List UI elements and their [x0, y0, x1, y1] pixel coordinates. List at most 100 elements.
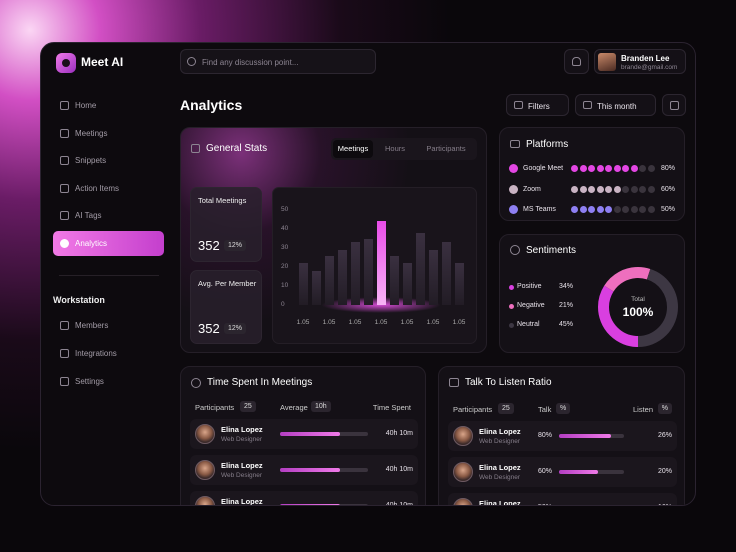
tab[interactable]: Participants — [426, 144, 466, 153]
column-header: Participants — [453, 405, 493, 414]
nav-label: Home — [75, 101, 97, 110]
progress-fill — [280, 468, 340, 472]
brand: Meet AI — [81, 55, 124, 69]
dot — [596, 185, 604, 193]
dot-meter — [571, 206, 657, 213]
donut-chart — [598, 267, 678, 347]
x-tick-label: 1.05 — [400, 319, 414, 326]
nav-item[interactable]: AI Tags — [53, 203, 164, 228]
x-tick-label: 1.05 — [296, 319, 310, 326]
bar — [311, 270, 321, 305]
person-role: Web Designer — [479, 474, 521, 481]
avatar — [195, 424, 215, 444]
person-name: Elina Lopez — [479, 499, 521, 506]
dot — [579, 165, 587, 172]
column-header: Average — [280, 403, 308, 412]
average-badge: 10h — [311, 401, 331, 412]
nav-item[interactable]: Meetings — [53, 121, 164, 146]
export-button[interactable] — [662, 94, 686, 116]
platforms-card: Platforms Google Meet 80% Zoom 60% MS Teams 50… — [499, 127, 685, 221]
progress-track — [280, 432, 368, 436]
nav-label[interactable]: Integrations — [75, 349, 117, 358]
person-name: Elina Lopez — [479, 427, 521, 436]
platform-value: 80% — [660, 165, 675, 172]
stat-value: 352 — [198, 321, 220, 336]
dot — [605, 165, 612, 172]
talk-track — [559, 434, 624, 438]
column-header: Talk — [538, 405, 552, 414]
dot — [639, 206, 646, 213]
legend-value: 34% — [559, 283, 574, 290]
avatar — [453, 498, 473, 505]
stat-value: 352 — [198, 238, 220, 253]
dot — [613, 206, 621, 213]
user-menu[interactable]: Branden Lee brande@gmail.com — [594, 49, 686, 74]
nav-label[interactable]: Settings — [75, 377, 104, 386]
bar — [298, 263, 308, 305]
avatar — [598, 53, 616, 71]
time-value: 40h 10m — [385, 430, 413, 437]
person-name: Elina Lopez — [221, 425, 263, 434]
nav-label: Snippets — [75, 156, 107, 165]
stat-box: Avg. Per Member 352 12% — [190, 270, 262, 344]
platform-icon — [509, 184, 518, 194]
nav-icon — [60, 156, 69, 165]
dot — [630, 185, 638, 193]
dot — [622, 165, 629, 172]
nav-icon — [60, 377, 69, 386]
dot — [596, 206, 604, 213]
x-tick-label: 1.05 — [426, 319, 440, 326]
nav-item[interactable]: Snippets — [53, 148, 164, 173]
dot — [605, 206, 612, 213]
nav-item[interactable]: Analytics — [53, 230, 164, 256]
period-button[interactable]: This month — [575, 94, 656, 116]
listen-value: 16% — [658, 504, 672, 505]
card-icon — [191, 378, 201, 388]
talk-fill — [559, 470, 598, 474]
notification-button[interactable] — [564, 49, 589, 74]
platform-icon — [509, 164, 518, 173]
tab[interactable]: Meetings — [333, 140, 373, 158]
nav-item[interactable]: Home — [53, 93, 164, 118]
nav-icon — [60, 183, 69, 193]
user-email: brande@gmail.com — [621, 64, 678, 71]
card-title: Time Spent In Meetings — [207, 377, 313, 388]
table-row: Elina Lopez Web Designer 60% 20% — [448, 457, 677, 487]
legend-dot — [509, 323, 514, 328]
nav-label: Analytics — [75, 238, 108, 248]
search-box[interactable]: Find any discussion point... — [180, 49, 376, 74]
period-icon — [583, 101, 592, 109]
stat-box: Total Meetings 352 12% — [190, 187, 262, 262]
table-row: Elina Lopez Web Designer 80% 26% — [448, 421, 677, 451]
legend-dot — [509, 304, 514, 309]
platform-name: Zoom — [523, 185, 541, 193]
nav-icon — [60, 128, 69, 138]
page-title: Analytics — [180, 97, 243, 113]
talk-fill — [559, 434, 611, 438]
legend-value: 21% — [559, 302, 574, 309]
nav-item[interactable]: Action Items — [53, 176, 164, 201]
progress-track — [280, 504, 368, 505]
dot — [571, 206, 578, 213]
dot — [622, 206, 629, 213]
donut-segment — [598, 267, 678, 347]
app-panel: Meet AI Home Meetings Snippets Action Items A… — [40, 42, 696, 506]
dot — [613, 185, 621, 193]
talk-listen-card: Talk To Listen Ratio Participants 25 Talk% L… — [438, 366, 685, 506]
card-title: Sentiments — [526, 245, 577, 256]
filters-button[interactable]: Filters — [506, 94, 569, 116]
dot — [639, 165, 646, 172]
general-stats-card: General Stats Meetings Hours Participants To… — [180, 127, 487, 353]
y-tick-label: 30 — [281, 244, 289, 251]
listen-value: 26% — [657, 432, 672, 439]
tab[interactable]: Hours — [384, 144, 405, 153]
dot — [647, 185, 655, 193]
legend-label: Positive — [517, 283, 542, 290]
search-placeholder: Find any discussion point... — [202, 58, 299, 67]
divider — [59, 275, 159, 276]
nav-label[interactable]: Members — [75, 321, 109, 330]
legend-label: Neutral — [517, 321, 540, 328]
unit-badge: % — [657, 403, 672, 414]
time-value: 40h 10m — [385, 502, 413, 506]
logo-core — [62, 59, 70, 67]
